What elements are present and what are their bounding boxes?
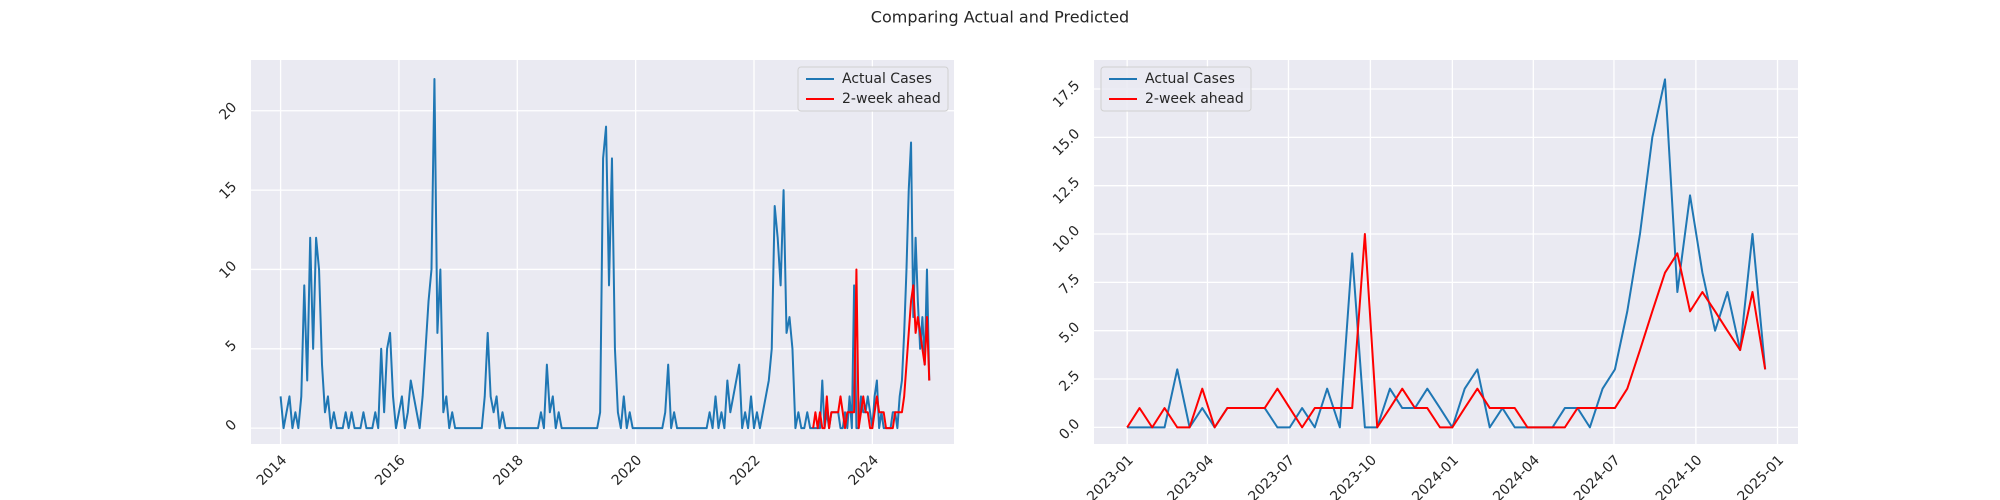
y-tick-label: 5.0 (1056, 319, 1083, 346)
y-tick-label: 12.5 (1050, 174, 1083, 207)
legend-label: Actual Cases (1145, 71, 1235, 87)
y-tick-label: 2.5 (1056, 368, 1083, 395)
x-tick-label: 2023-10 (1327, 452, 1380, 500)
x-tick-label: 2024-04 (1490, 452, 1543, 500)
x-tick-label: 2022 (727, 452, 764, 489)
y-tick-label: 7.5 (1056, 271, 1083, 298)
legend-label: 2-week ahead (842, 91, 941, 107)
legend-label: 2-week ahead (1145, 91, 1244, 107)
y-tick-label: 0 (223, 417, 241, 435)
plot-background (1094, 60, 1798, 444)
legend-label: Actual Cases (842, 71, 932, 87)
figure-title: Comparing Actual and Predicted (871, 8, 1129, 27)
y-tick-label: 0.0 (1056, 416, 1083, 443)
y-tick-label: 15 (216, 179, 240, 203)
y-tick-label: 5 (223, 337, 241, 355)
x-tick-label: 2023-01 (1084, 452, 1137, 500)
legend-box (1100, 66, 1252, 112)
legend-box (797, 66, 949, 112)
x-tick-label: 2024 (845, 452, 882, 489)
y-tick-label: 17.5 (1050, 78, 1083, 111)
y-tick-label: 10.0 (1050, 223, 1083, 256)
x-tick-label: 2014 (254, 452, 291, 489)
y-tick-label: 15.0 (1050, 126, 1083, 159)
x-tick-label: 2023-07 (1245, 452, 1298, 500)
x-tick-label: 2018 (490, 452, 527, 489)
y-tick-label: 20 (216, 99, 240, 123)
series-line (279, 78, 931, 430)
y-tick-label: 10 (216, 258, 240, 282)
x-tick-label: 2025-01 (1734, 452, 1787, 500)
x-tick-label: 2023-04 (1164, 452, 1217, 500)
series-line (812, 268, 931, 430)
x-tick-label: 2024-07 (1571, 452, 1624, 500)
axes: 0.0 2.5 5.0 7.5 10.0 12.5 15.0 17.5 2023-01 2023-… (1050, 60, 1798, 500)
x-tick-label: 2024-10 (1653, 452, 1706, 500)
x-tick-label: 2024-01 (1409, 452, 1462, 500)
x-tick-label: 2020 (609, 452, 646, 489)
axes: 0 5 10 15 20 2014 2016 2018 2020 2022 2024 Actual C… (216, 60, 954, 489)
series-line (1126, 233, 1767, 429)
x-tick-label: 2016 (372, 452, 409, 489)
